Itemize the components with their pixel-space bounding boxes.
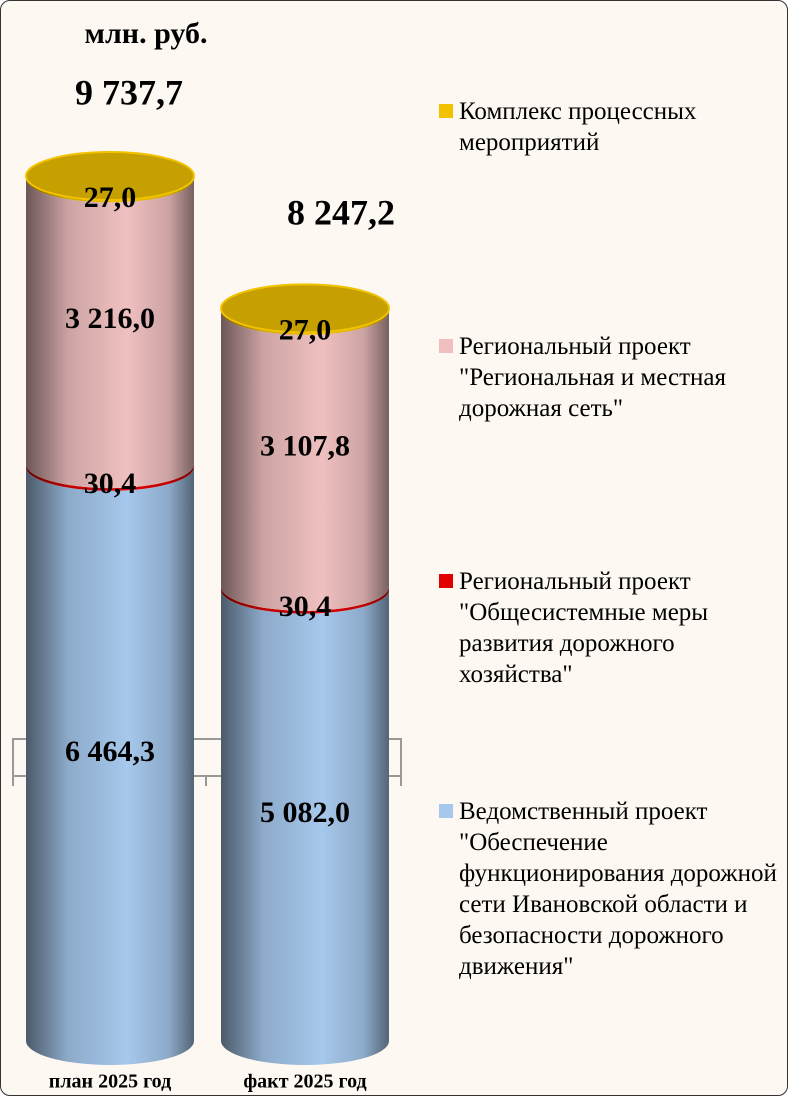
value-label: 5 082,0	[260, 796, 350, 829]
legend-swatch	[439, 804, 453, 818]
cylinder-segment	[221, 310, 389, 611]
value-label: 30,4	[84, 467, 137, 500]
legend-entry: Региональный проект "Региональная и мест…	[439, 331, 785, 424]
legend-swatch	[439, 339, 453, 353]
legend-entry: Ведомственный проект "Обеспечение функци…	[439, 796, 785, 982]
value-label: 3 107,8	[260, 430, 350, 463]
legend-label: Региональный проект "Общесистемные меры …	[459, 568, 709, 688]
legend-swatch	[439, 574, 453, 588]
x-tick-label: факт 2025 год	[243, 1071, 366, 1093]
cylinder-segment	[221, 589, 389, 1065]
cylinder-top	[220, 283, 390, 334]
unit-label: млн. руб.	[85, 17, 208, 50]
cylinder-top	[25, 151, 195, 201]
total-label: 9 737,7	[75, 72, 183, 112]
value-label: 30,4	[279, 590, 332, 623]
cylinder-segment	[26, 178, 194, 489]
cylinder-segment	[26, 466, 194, 1066]
value-label: 3 216,0	[65, 302, 155, 335]
legend-label: Региональный проект "Региональная и мест…	[459, 333, 726, 422]
legend-label: Ведомственный проект "Обеспечение функци…	[459, 798, 777, 980]
total-label: 8 247,2	[287, 192, 395, 232]
value-label: 27,0	[84, 181, 137, 214]
x-tick-label: план 2025 год	[49, 1071, 171, 1093]
value-label: 27,0	[279, 313, 332, 346]
legend-entry: Комплекс процессных мероприятий	[439, 96, 785, 158]
value-label: 6 464,3	[65, 735, 155, 768]
legend-entry: Региональный проект "Общесистемные меры …	[439, 566, 785, 690]
legend-swatch	[439, 104, 453, 118]
legend-label: Комплекс процессных мероприятий	[459, 98, 697, 156]
